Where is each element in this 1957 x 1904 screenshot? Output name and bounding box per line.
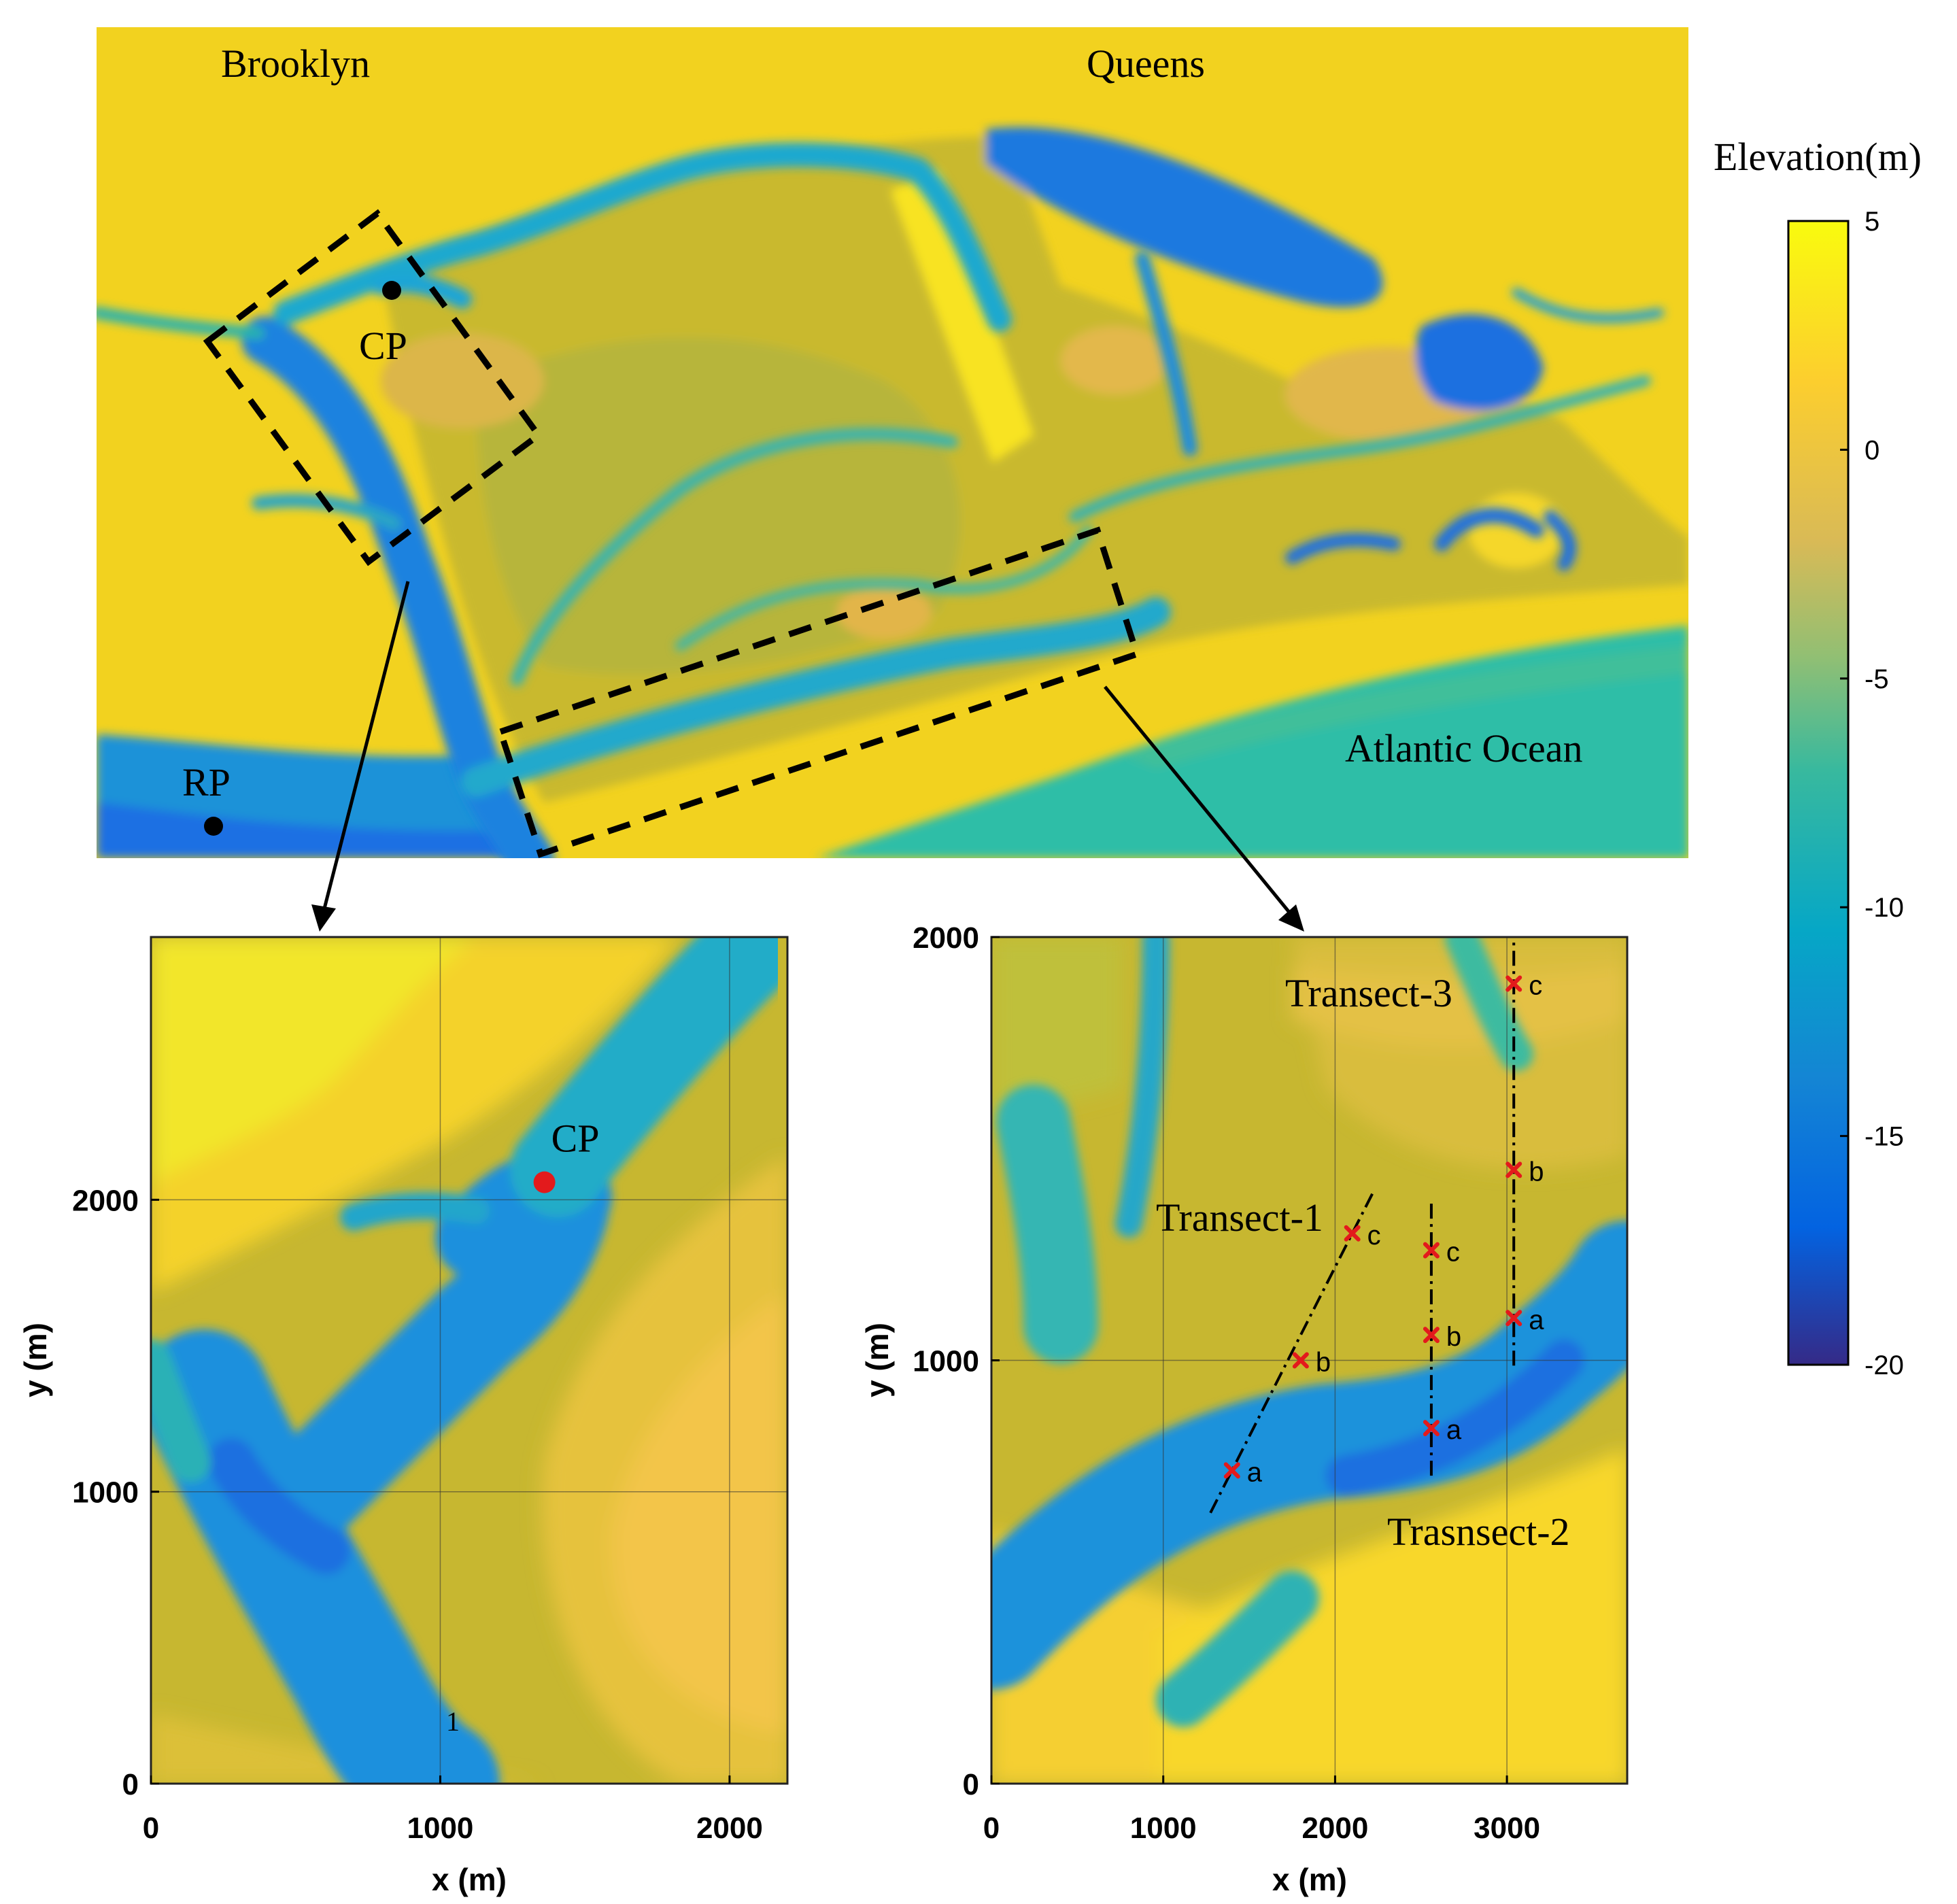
right-inset-x-tick-label: 3000 [1474, 1812, 1540, 1845]
colorbar-gradient [1787, 220, 1850, 1366]
cp-point-marker [382, 281, 401, 300]
brooklyn-label: Brooklyn [221, 41, 370, 86]
transect-3-point-label: a [1529, 1305, 1544, 1335]
right-inset-y-label: y (m) [860, 1323, 895, 1397]
right-inset-grid [991, 937, 1627, 1784]
left-inset-y-tick-label: 0 [122, 1768, 139, 1801]
left-inset-x-tick-label: 2000 [696, 1812, 763, 1845]
right-inset: a b c a b c a b c 0 1000 2000 3000 0 1000 2000 x (m) y… [860, 921, 1629, 1897]
transect-2-label: Trasnsect-2 [1387, 1510, 1570, 1554]
right-inset-x-tick-label: 2000 [1301, 1812, 1368, 1845]
colorbar-tick-label: -15 [1865, 1122, 1904, 1152]
colorbar-tick-label: -20 [1865, 1350, 1904, 1380]
right-inset-x-label: x (m) [1272, 1862, 1347, 1897]
right-inset-y-tick-label: 0 [963, 1768, 979, 1801]
transect-1-point-a [1223, 1462, 1240, 1479]
transect-3-point-label: b [1529, 1157, 1544, 1187]
colorbar-tick-label: -5 [1865, 664, 1889, 694]
transect-1-point-label: a [1247, 1457, 1263, 1487]
left-inset-x-tick-label: 1000 [407, 1812, 474, 1845]
transect-3-point-a [1505, 1310, 1522, 1327]
right-inset-x-tick-label: 1000 [1130, 1812, 1197, 1845]
colorbar-title: Elevation(m) [1714, 135, 1922, 179]
colorbar-tick-label: 5 [1865, 207, 1879, 237]
right-inset-y-tick-label: 1000 [913, 1345, 979, 1378]
left-inset-y-label: y (m) [18, 1323, 53, 1397]
transect-3-point-label: c [1529, 970, 1542, 1000]
overview-map [97, 27, 1688, 858]
right-inset-ticks: 0 1000 2000 3000 0 1000 2000 [913, 921, 1540, 1845]
transect-1-point-label: c [1367, 1221, 1381, 1251]
transect-1-point-c [1344, 1225, 1361, 1242]
colorbar-ticks: 5 0 -5 -10 -15 -20 [1840, 207, 1904, 1380]
left-inset-y-tick-label: 1000 [72, 1476, 139, 1510]
transect-1-label: Transect-1 [1156, 1195, 1323, 1240]
cp-red-marker [533, 1171, 556, 1193]
transect-2-point-c [1423, 1242, 1440, 1259]
left-inset-x-label: x (m) [432, 1862, 507, 1897]
left-inset-ticks: 0 1000 2000 0 1000 2000 [72, 1184, 763, 1845]
atlantic-ocean-label: Atlantic Ocean [1345, 726, 1582, 770]
transect-1-line [1209, 1190, 1376, 1514]
transect-2-point-label: a [1446, 1415, 1462, 1445]
transect-3-point-b [1505, 1161, 1522, 1178]
zoom-box-south [496, 526, 1141, 858]
stray-label-1: 1 [446, 1706, 460, 1737]
cp-label: CP [359, 324, 407, 368]
arrow-to-right-inset [1104, 685, 1304, 932]
arrow-to-left-inset [311, 581, 410, 932]
left-inset-grid [151, 937, 787, 1784]
transect-3-label: Transect-3 [1285, 971, 1452, 1015]
transect-2-point-b [1423, 1327, 1440, 1344]
transect-1-point-b [1292, 1352, 1309, 1369]
right-inset-y-tick-label: 2000 [913, 921, 979, 955]
colorbar: Elevation(m) 5 0 -5 -10 -15 -20 [1714, 135, 1922, 1380]
transect-3-point-c [1505, 975, 1522, 992]
transect-1-point-label: b [1316, 1348, 1331, 1378]
left-inset-x-tick-label: 0 [143, 1812, 159, 1845]
transect-2-point-label: b [1446, 1322, 1461, 1352]
transect-2-point-a [1423, 1420, 1440, 1437]
rp-label: RP [182, 760, 231, 804]
left-inset: 0 1000 2000 0 1000 2000 x (m) y (m) CP 1 [18, 936, 789, 1897]
transects: a b c a b c a b c [1209, 937, 1544, 1514]
left-inset-y-tick-label: 2000 [72, 1184, 139, 1217]
right-inset-x-tick-label: 0 [983, 1812, 1000, 1845]
queens-label: Queens [1087, 41, 1205, 86]
transect-2-point-label: c [1446, 1238, 1460, 1268]
cp-inset-label: CP [551, 1117, 600, 1161]
rp-point-marker [204, 817, 223, 836]
colorbar-tick-label: -10 [1865, 893, 1904, 923]
colorbar-tick-label: 0 [1865, 435, 1879, 465]
